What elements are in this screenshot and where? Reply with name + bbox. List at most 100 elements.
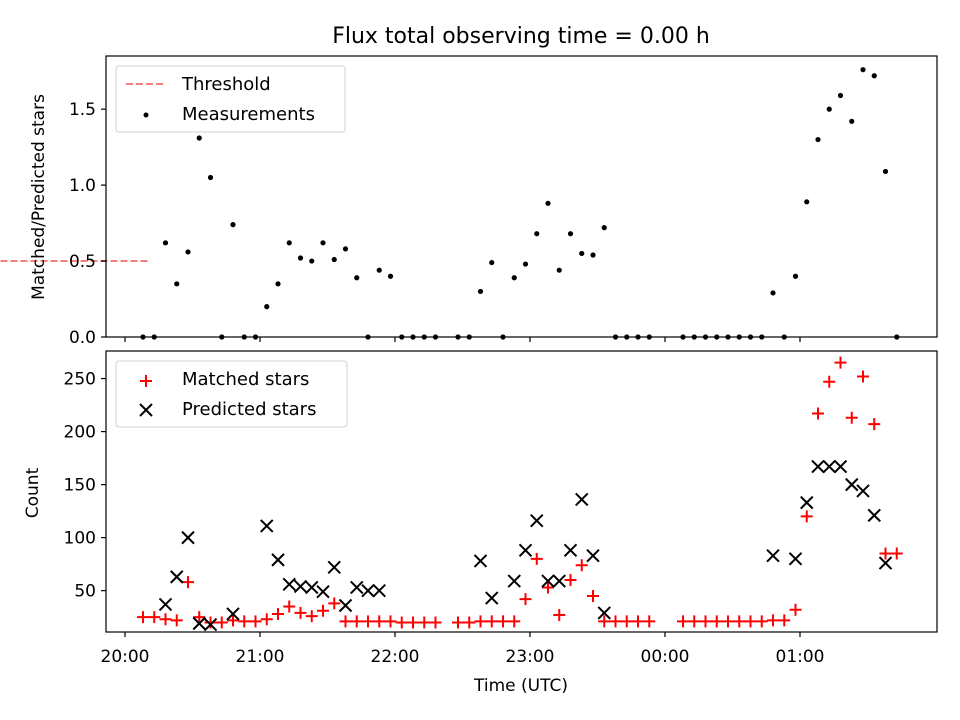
matched-star-point bbox=[249, 615, 262, 628]
matched-star-point bbox=[632, 615, 644, 628]
predicted-star-point bbox=[530, 513, 544, 528]
matched-star-point bbox=[519, 593, 532, 606]
count-y-tick-label: 250 bbox=[64, 370, 96, 390]
measurement-point bbox=[534, 231, 540, 237]
measurement-point bbox=[601, 225, 607, 231]
ratio-y-tick-label: 1.0 bbox=[69, 176, 96, 196]
matched-star-point bbox=[317, 604, 329, 617]
matched-star-point bbox=[778, 614, 791, 627]
matched-star-point bbox=[744, 615, 757, 628]
matched-star-point bbox=[418, 616, 431, 629]
matched-star-point bbox=[508, 615, 521, 628]
matched-star-point bbox=[890, 547, 903, 560]
matched-star-point bbox=[530, 552, 543, 565]
matched-star-point bbox=[452, 616, 464, 629]
measurement-point bbox=[770, 290, 776, 296]
measurement-point bbox=[545, 200, 551, 206]
measurement-point bbox=[342, 246, 349, 252]
matched-star-point bbox=[868, 418, 881, 431]
predicted-star-point bbox=[192, 616, 206, 631]
matched-star-point bbox=[215, 616, 228, 629]
matched-star-point bbox=[204, 616, 217, 629]
measurement-point bbox=[230, 222, 236, 228]
measurement-point bbox=[849, 118, 855, 124]
predicted-star-point bbox=[563, 543, 578, 558]
legend-matched-label: Matched stars bbox=[182, 369, 309, 390]
measurement-point bbox=[882, 168, 889, 175]
matched-star-point bbox=[699, 615, 712, 628]
matched-star-point bbox=[182, 576, 194, 589]
predicted-star-point bbox=[507, 574, 521, 588]
ratio-y-tick-label: 0.5 bbox=[69, 252, 96, 272]
matched-star-point bbox=[575, 559, 588, 572]
predicted-star-point bbox=[338, 598, 353, 613]
matched-star-point bbox=[722, 615, 734, 628]
matched-star-point bbox=[429, 616, 442, 629]
matched-star-point bbox=[407, 616, 419, 629]
matched-star-point bbox=[553, 609, 566, 622]
measurement-point bbox=[826, 106, 832, 112]
measurement-point bbox=[264, 304, 270, 310]
measurement-point bbox=[579, 250, 585, 257]
measurement-point bbox=[331, 256, 337, 263]
measurement-point bbox=[196, 135, 202, 141]
matched-star-point bbox=[362, 615, 374, 628]
measurement-point bbox=[860, 67, 866, 73]
ratio-y-tick-label: 0.0 bbox=[69, 328, 96, 348]
matched-star-point bbox=[677, 615, 689, 628]
predicted-star-point bbox=[575, 492, 589, 507]
matched-star-point bbox=[587, 589, 599, 602]
matched-star-point bbox=[159, 613, 172, 626]
measurement-point bbox=[567, 231, 574, 237]
predicted-star-point bbox=[833, 459, 848, 474]
matched-star-point bbox=[564, 574, 577, 587]
ratio-legend: Threshold Measurements bbox=[115, 65, 346, 133]
measurement-point bbox=[556, 267, 562, 273]
matched-star-point bbox=[767, 614, 779, 627]
ratio-plot: 0.0 0.5 1.0 1.5 Matched/Predicted stars Thr… bbox=[0, 55, 938, 348]
measurement-point bbox=[815, 136, 821, 143]
measurement-point bbox=[489, 259, 495, 266]
x-tick-label: 01:00 bbox=[776, 647, 825, 667]
matched-star-point bbox=[857, 370, 869, 383]
matched-star-point bbox=[812, 407, 824, 420]
matched-star-point bbox=[350, 615, 363, 628]
matched-star-point bbox=[823, 375, 836, 388]
matched-star-point bbox=[485, 615, 498, 628]
measurement-point bbox=[185, 249, 191, 255]
predicted-star-point bbox=[878, 556, 893, 570]
x-tick-label: 23:00 bbox=[506, 647, 555, 667]
matched-star-point bbox=[733, 615, 746, 628]
measurement-point bbox=[387, 273, 394, 279]
x-axis-label: Time (UTC) bbox=[473, 676, 568, 696]
count-legend: Matched stars Predicted stars bbox=[115, 360, 348, 428]
measurement-point bbox=[286, 240, 292, 246]
predicted-star-point bbox=[170, 570, 184, 584]
predicted-star-point bbox=[473, 554, 488, 568]
matched-star-point bbox=[474, 615, 487, 628]
predicted-star-point bbox=[282, 577, 296, 591]
count-y-tick-label: 50 bbox=[74, 582, 96, 602]
measurement-point bbox=[320, 240, 326, 246]
matched-star-point bbox=[384, 615, 397, 628]
count-plot: 50 100 150 200 250 Count Matched stars Predi… bbox=[23, 350, 938, 696]
predicted-star-point bbox=[271, 553, 285, 567]
predicted-star-point bbox=[181, 530, 195, 545]
matched-star-point bbox=[542, 581, 554, 594]
x-tick-label: 22:00 bbox=[371, 647, 420, 667]
predicted-star-point bbox=[845, 477, 859, 492]
predicted-star-point bbox=[485, 591, 499, 605]
measurement-point bbox=[804, 199, 810, 205]
ratio-y-tick-label: 1.5 bbox=[69, 100, 96, 120]
matched-star-point bbox=[395, 616, 408, 629]
predicted-star-point bbox=[800, 495, 814, 510]
predicted-star-point bbox=[766, 548, 780, 563]
measurement-point bbox=[871, 73, 877, 79]
predicted-star-point bbox=[293, 579, 308, 594]
measurement-point bbox=[162, 240, 169, 246]
predicted-star-point bbox=[327, 560, 341, 575]
count-ylabel: Count bbox=[23, 467, 43, 518]
measurement-point bbox=[275, 281, 281, 287]
predicted-star-point bbox=[811, 459, 825, 474]
matched-star-point bbox=[148, 611, 161, 624]
